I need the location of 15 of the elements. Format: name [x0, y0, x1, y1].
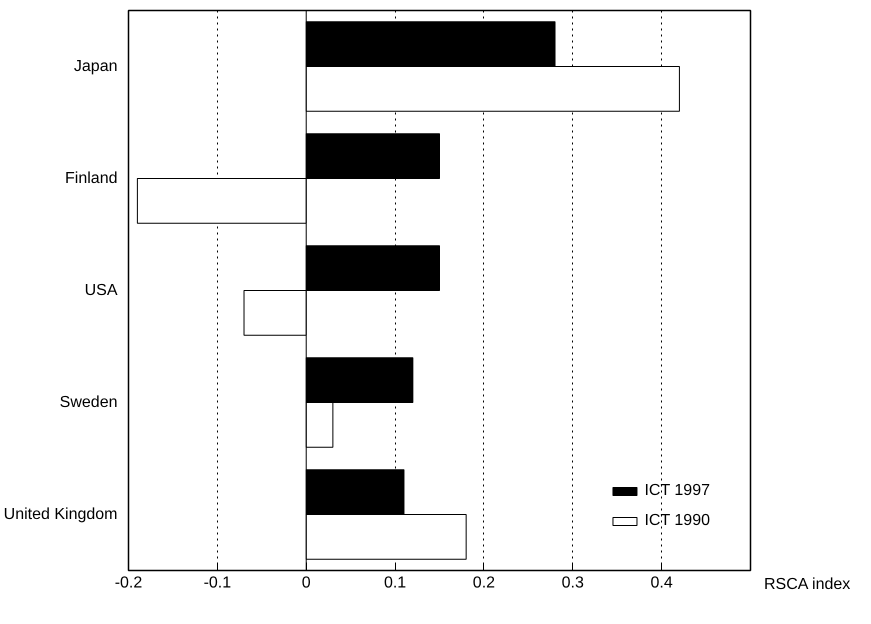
- legend-label: ICT 1990: [644, 512, 710, 530]
- x-tick-label: 0.1: [384, 574, 406, 592]
- x-tick-label: 0.2: [472, 574, 496, 592]
- y-tick-label: Finland: [65, 170, 118, 187]
- x-tick-label: 0.4: [650, 574, 673, 592]
- y-tick-label: USA: [84, 282, 118, 299]
- legend-label: ICT 1997: [644, 482, 710, 500]
- x-tick-label: 0: [302, 574, 311, 592]
- y-tick-label: United Kingdom: [4, 506, 118, 523]
- x-tick-label: 0.3: [562, 574, 584, 592]
- x-tick-label: -0.1: [204, 574, 232, 592]
- x-tick-label: -0.2: [114, 574, 142, 592]
- x-axis-title: RSCA index: [764, 575, 850, 595]
- y-tick-label: Sweden: [60, 394, 118, 411]
- y-tick-label: Japan: [74, 58, 118, 75]
